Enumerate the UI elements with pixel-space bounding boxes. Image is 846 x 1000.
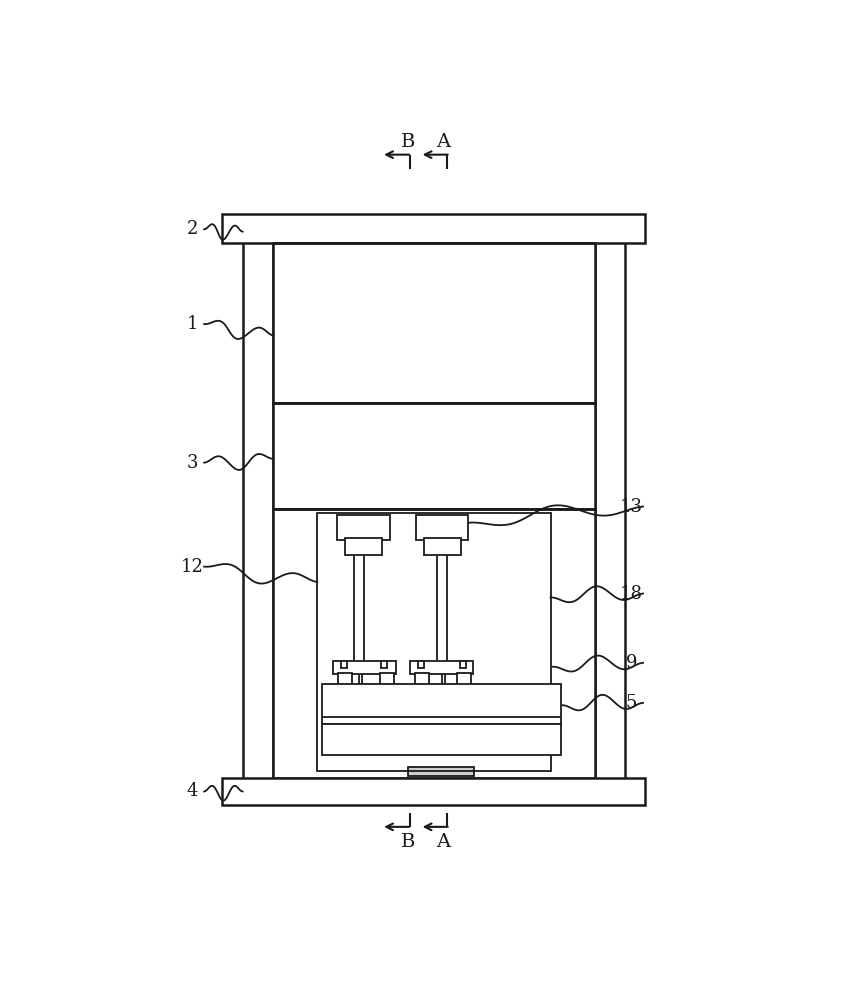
Bar xyxy=(332,661,396,674)
Bar xyxy=(408,767,474,776)
Text: 1: 1 xyxy=(187,315,198,333)
Bar xyxy=(380,673,393,688)
Bar xyxy=(273,403,595,509)
Bar xyxy=(416,515,468,540)
Bar xyxy=(341,661,348,668)
Bar xyxy=(415,673,429,688)
Text: 13: 13 xyxy=(620,498,643,516)
Text: 3: 3 xyxy=(187,454,198,472)
Bar xyxy=(222,778,645,805)
Text: 5: 5 xyxy=(626,694,637,712)
Bar xyxy=(345,538,382,555)
Bar xyxy=(418,661,425,668)
Text: 2: 2 xyxy=(187,220,198,238)
Bar xyxy=(338,515,390,540)
Text: B: B xyxy=(401,133,415,151)
Text: 9: 9 xyxy=(626,654,637,672)
Text: 4: 4 xyxy=(187,782,198,800)
Text: 12: 12 xyxy=(181,558,204,576)
Bar xyxy=(409,661,473,674)
Text: 18: 18 xyxy=(620,585,643,603)
Bar xyxy=(459,661,466,668)
Bar xyxy=(338,673,352,688)
Bar xyxy=(222,214,645,243)
Bar xyxy=(424,538,460,555)
Bar xyxy=(322,724,561,755)
Bar xyxy=(317,513,551,771)
Text: B: B xyxy=(401,833,415,851)
Bar xyxy=(457,673,470,688)
Bar xyxy=(273,243,595,403)
Bar xyxy=(382,661,387,668)
Text: A: A xyxy=(436,133,450,151)
Bar xyxy=(273,509,595,778)
Bar xyxy=(322,684,561,724)
Text: A: A xyxy=(436,833,450,851)
